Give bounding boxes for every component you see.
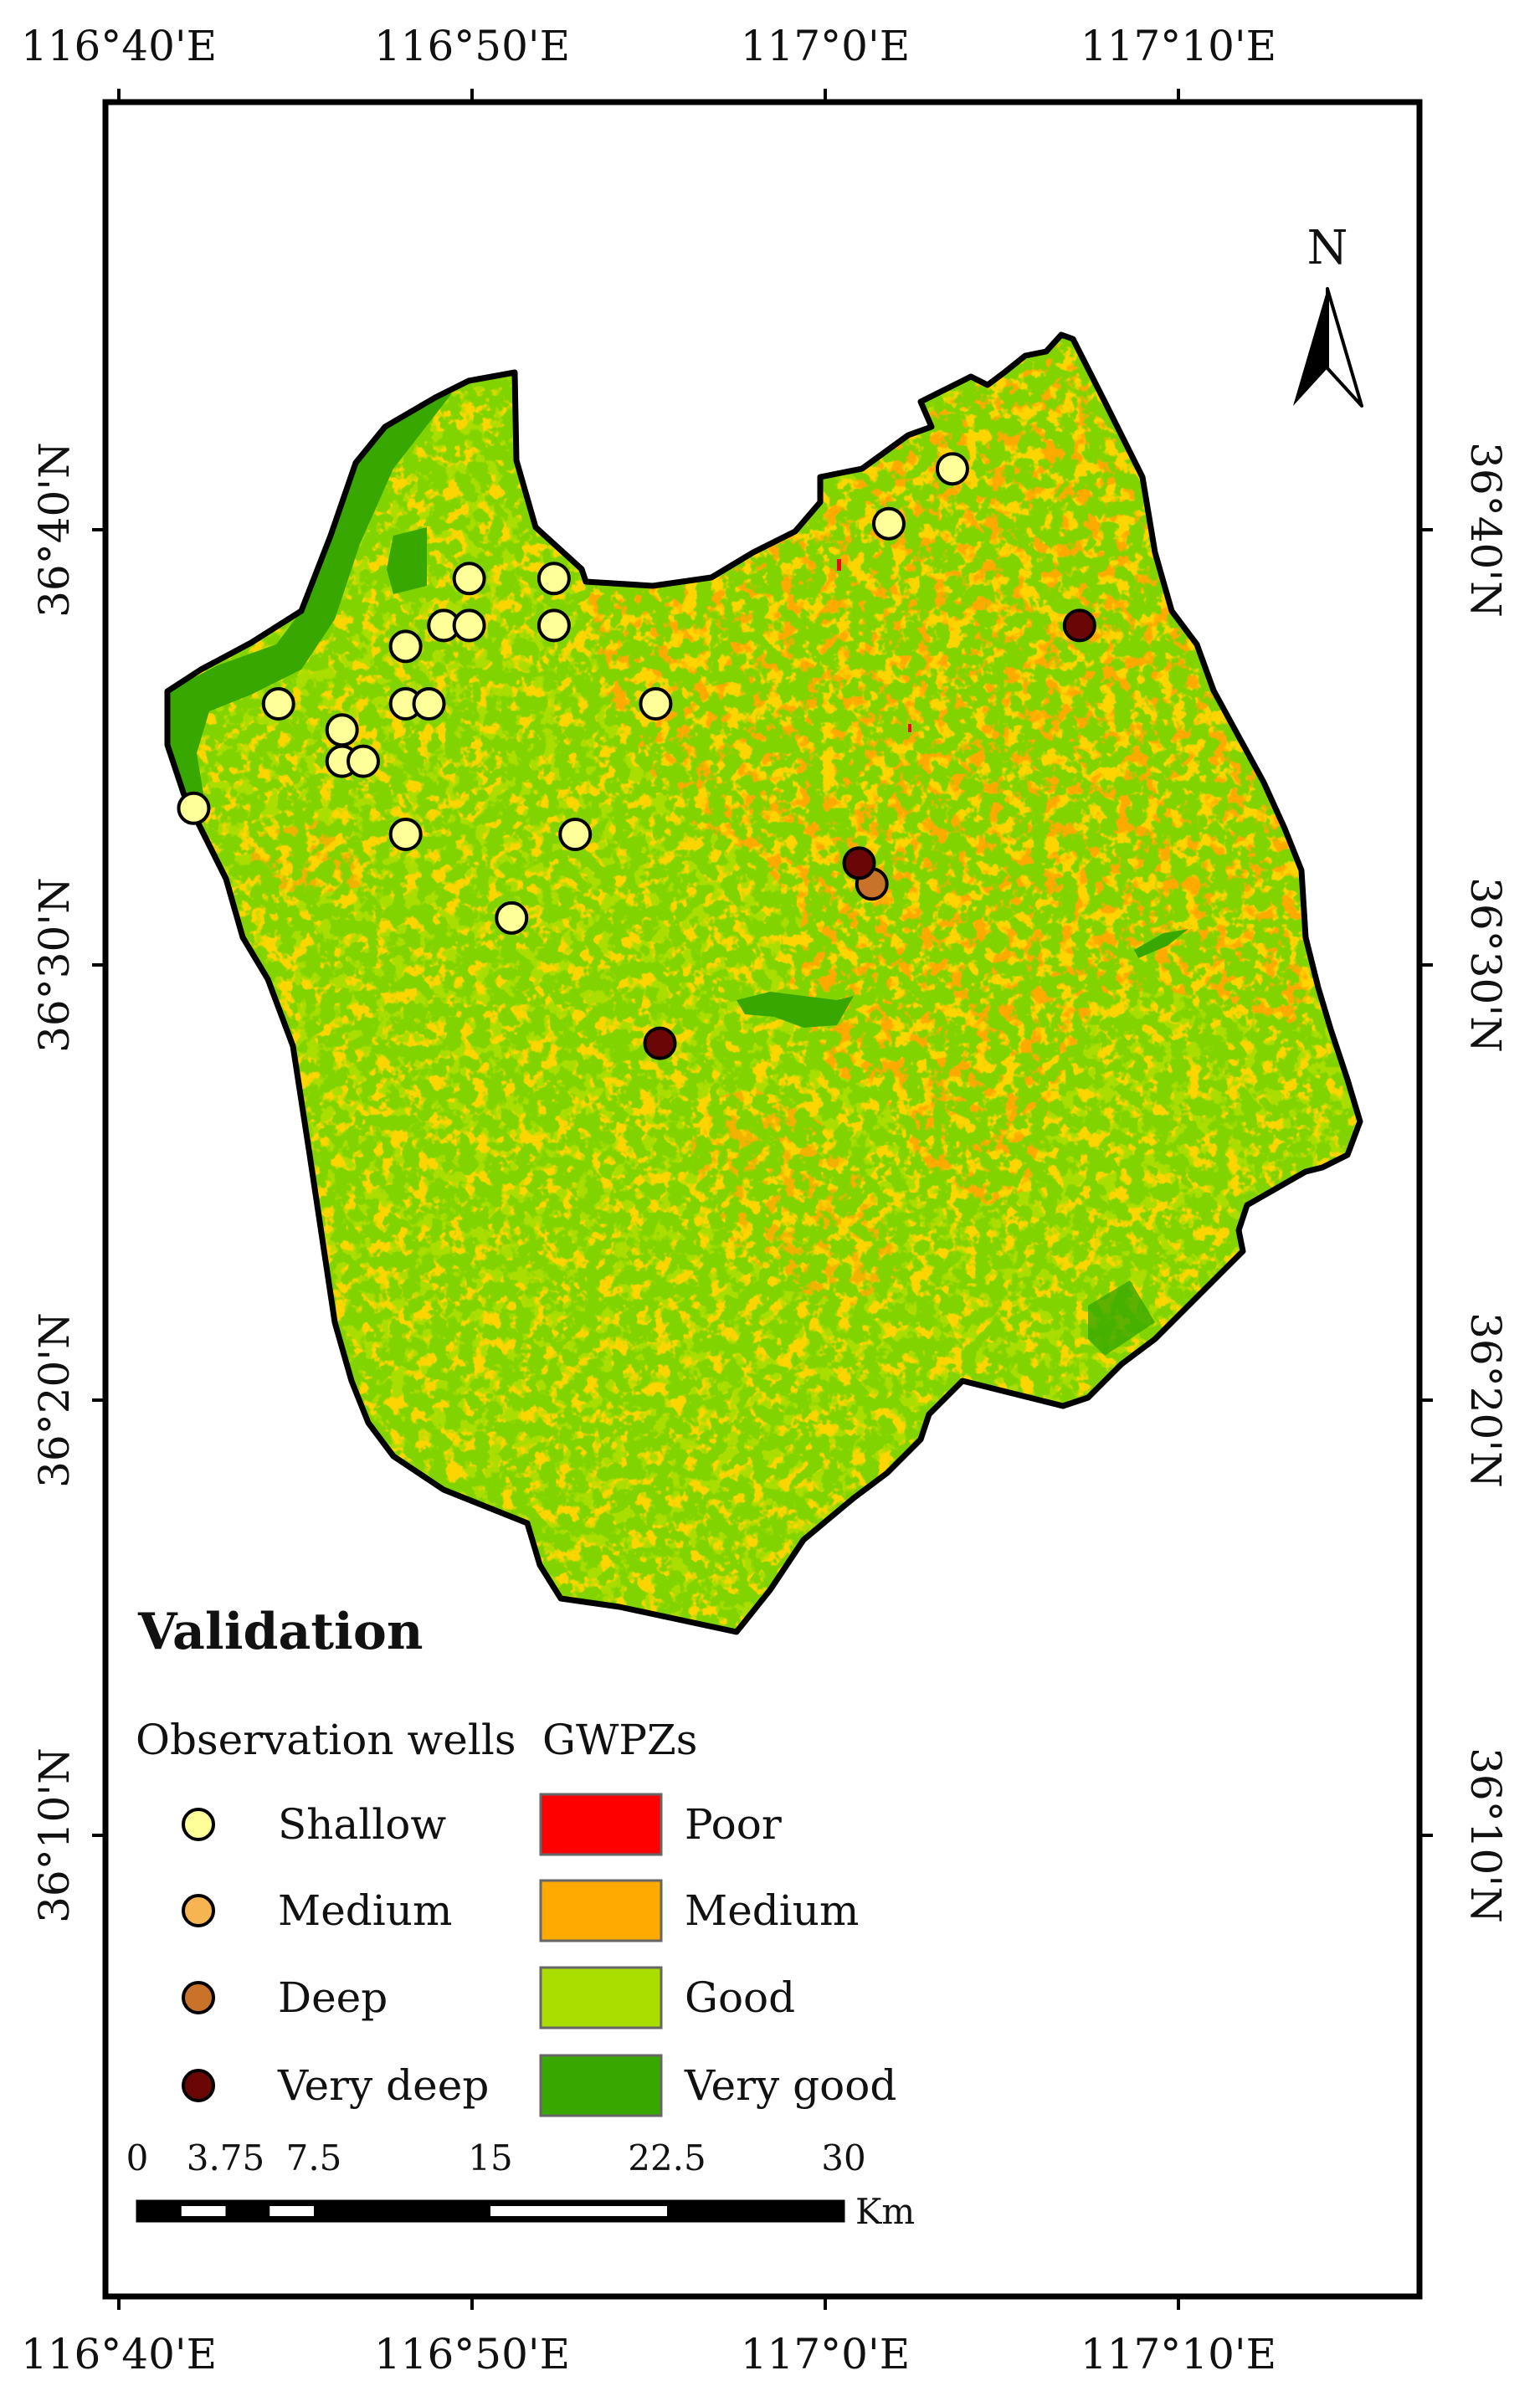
well-very-deep-marker <box>643 1026 677 1060</box>
north-arrow-icon: N <box>1293 221 1363 408</box>
lat-label-right: 36°20'N <box>1461 1312 1510 1488</box>
lon-label-bottom: 117°0'E <box>741 2330 911 2378</box>
lon-label-bottom: 116°50'E <box>374 2330 570 2378</box>
legend-wells-header: Observation wells <box>136 1716 516 1764</box>
lat-label-left: 36°30'N <box>30 877 79 1053</box>
legend-zone-label: Medium <box>685 1886 859 1935</box>
legend-zones-header: GWPZs <box>542 1716 697 1764</box>
well-shallow-marker <box>452 562 486 596</box>
legend-zone-swatch <box>539 1793 663 1856</box>
zone-poor-speck <box>837 559 841 571</box>
well-shallow-marker <box>495 901 529 935</box>
lon-label-top: 116°50'E <box>374 22 570 70</box>
legend-well-symbol <box>182 1894 215 1927</box>
scale-bar: 0 3.75 7.5 15 22.5 30 Km <box>126 2137 916 2232</box>
legend-well-symbol <box>182 2069 215 2102</box>
zone-verygood-west-strip <box>167 393 452 803</box>
well-shallow-marker <box>412 687 446 721</box>
well-shallow-marker <box>871 506 906 541</box>
map-frame <box>102 99 1423 2300</box>
zone-verygood-patch <box>387 527 427 594</box>
scale-bar-label: 7.5 <box>286 2137 342 2178</box>
well-shallow-marker <box>261 687 295 721</box>
scale-bar-label: 30 <box>821 2137 865 2178</box>
lat-label-right: 36°10'N <box>1461 1747 1510 1923</box>
legend-title: Validation <box>137 1603 424 1661</box>
legend-zone-label: Good <box>685 1973 795 2022</box>
legend-zone-swatch <box>539 2054 663 2117</box>
well-shallow-marker <box>346 744 381 778</box>
lat-label-right: 36°30'N <box>1461 877 1510 1053</box>
well-shallow-marker <box>558 818 593 851</box>
lat-label-left: 36°20'N <box>30 1312 79 1488</box>
lon-label-bottom: 117°10'E <box>1081 2330 1276 2378</box>
graticule-ticks <box>92 89 1433 2310</box>
well-very-deep-marker <box>842 846 876 880</box>
scale-bar-unit: Km <box>855 2191 915 2232</box>
legend-well-label: Shallow <box>278 1800 446 1849</box>
well-shallow-marker <box>639 687 673 721</box>
zone-poor-speck <box>908 724 911 732</box>
well-shallow-marker <box>536 608 571 643</box>
zone-verygood-south-east <box>1088 1280 1155 1356</box>
legend-well-label: Very deep <box>277 2061 489 2110</box>
north-label: N <box>1307 221 1348 275</box>
lon-label-bottom: 116°40'E <box>21 2330 217 2378</box>
scale-bar-segment <box>181 2206 226 2216</box>
legend-well-symbol <box>182 1808 215 1841</box>
scale-bar-segment <box>490 2206 667 2216</box>
scale-bar-label: 15 <box>468 2137 512 2178</box>
well-shallow-marker <box>388 818 423 851</box>
legend-zone-label: Poor <box>685 1800 782 1849</box>
lon-label-top: 116°40'E <box>21 22 217 70</box>
well-shallow-marker <box>452 608 486 643</box>
region-boundary <box>164 331 1363 1635</box>
well-shallow-marker <box>536 562 571 596</box>
scale-bar-label: 0 <box>126 2137 149 2178</box>
well-shallow-marker <box>177 791 211 825</box>
scale-bar-label: 3.75 <box>187 2137 265 2178</box>
legend-zone-swatch <box>539 1966 663 2029</box>
legend-well-label: Medium <box>278 1886 452 1935</box>
lat-label-left: 36°40'N <box>30 442 79 618</box>
legend-zone-label: Very good <box>684 2061 896 2110</box>
observation-wells <box>177 452 1096 1060</box>
well-shallow-marker <box>325 713 359 747</box>
well-very-deep-marker <box>1062 608 1096 643</box>
legend-well-symbol <box>182 1981 215 2014</box>
zone-verygood-lake <box>737 992 854 1028</box>
well-shallow-marker <box>935 452 969 486</box>
zone-verygood-east-patch <box>1134 929 1188 958</box>
lon-label-top: 117°10'E <box>1081 22 1276 70</box>
graticule-labels: 116°40'E 116°40'E 116°50'E 116°50'E 117°0'E 1… <box>21 22 1510 2378</box>
scale-bar-label: 22.5 <box>628 2137 706 2178</box>
legend-zone-swatch <box>539 1879 663 1942</box>
lat-label-left: 36°10'N <box>30 1747 79 1923</box>
well-shallow-marker <box>388 629 423 664</box>
legend: Validation Observation wells GWPZs Shall… <box>136 1603 896 2117</box>
scale-bar-segment <box>270 2206 314 2216</box>
lat-label-right: 36°40'N <box>1461 442 1510 618</box>
legend-well-label: Deep <box>278 1973 388 2022</box>
lon-label-top: 117°0'E <box>741 22 911 70</box>
